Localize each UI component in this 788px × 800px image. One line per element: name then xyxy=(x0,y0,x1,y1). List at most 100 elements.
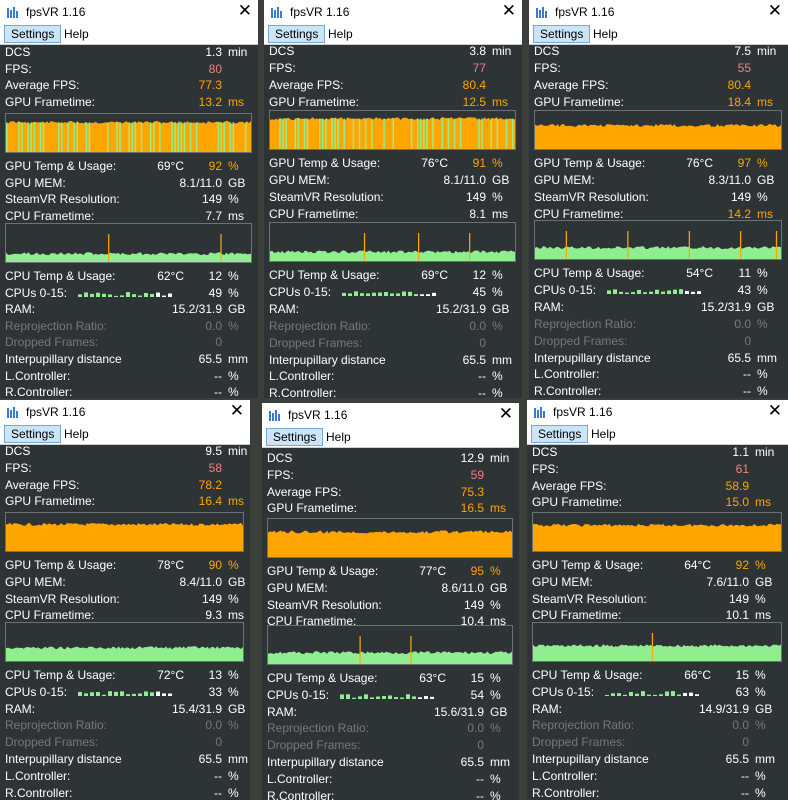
stat-value: -- xyxy=(214,768,222,783)
graph-green-bar xyxy=(174,122,176,152)
temp-value: 69°C xyxy=(421,268,448,282)
cpu-core-bar xyxy=(366,293,370,296)
stat-row-cpu-frametime: CPU Frametime: 9.3 ms xyxy=(0,607,250,624)
stat-value: 16.5 xyxy=(460,501,484,516)
cpu-core-bar xyxy=(114,295,118,297)
graph-green-bar xyxy=(423,118,425,149)
stat-label: Average FPS: xyxy=(267,484,342,499)
usage-value: 15 xyxy=(470,671,484,685)
stat-value: 7.5 xyxy=(734,44,751,58)
stat-value: 0 xyxy=(215,735,222,750)
stat-row-fps: FPS: 77 xyxy=(264,60,522,77)
stat-row-gpu-mem: GPU MEM: 8.1/11.0 GB xyxy=(0,175,258,192)
menu-settings[interactable]: Settings xyxy=(533,25,591,43)
usage-value: 11 xyxy=(738,266,751,280)
unit-label: % xyxy=(755,668,766,682)
stat-value: 59 xyxy=(470,467,484,482)
stat-label: CPUs 0-15: xyxy=(5,285,68,300)
menu-help[interactable]: Help xyxy=(328,27,353,41)
cpu-core-bar xyxy=(430,696,434,699)
graph-area xyxy=(533,644,781,661)
graph-svg xyxy=(533,523,781,551)
stat-value: 8.4/11.0 xyxy=(179,574,222,589)
stat-row-cpus: CPUs 0-15: 33% xyxy=(0,684,250,701)
menu-settings[interactable]: Settings xyxy=(266,428,324,446)
stat-label: CPU Temp & Usage: xyxy=(534,266,645,280)
graph-green-bar xyxy=(128,122,131,152)
menu-help[interactable]: Help xyxy=(326,430,351,444)
gpu-frametime-graph xyxy=(534,110,782,150)
stat-row-ipd: Interpupillary distance 65.5 mm xyxy=(529,350,788,367)
stat-row-gpu-frametime: GPU Frametime: 15.0 ms xyxy=(527,494,788,511)
graph-green-bar xyxy=(42,122,45,152)
window-title: fpsVR 1.16 xyxy=(288,408,348,422)
cpu-core-bar xyxy=(611,693,615,696)
stat-row-gpu-mem: GPU MEM: 7.6/11.0 GB xyxy=(527,574,788,591)
usage-value: 92 xyxy=(208,159,222,173)
cpu-core-bar xyxy=(132,293,136,297)
unit-label: ms xyxy=(492,206,508,221)
graph-svg xyxy=(535,124,781,149)
stat-value: 149 xyxy=(728,591,749,606)
stat-label: FPS: xyxy=(267,467,294,482)
graph-area xyxy=(268,651,512,664)
unit-label: min xyxy=(755,445,775,459)
graph-green-bar xyxy=(325,118,327,149)
close-icon[interactable]: ✕ xyxy=(498,404,513,423)
stat-label: Reprojection Ratio: xyxy=(532,718,635,733)
menu-bar: Settings Help xyxy=(262,427,519,448)
close-icon[interactable]: ✕ xyxy=(229,401,244,420)
stat-row-fps: FPS: 80 xyxy=(0,61,258,78)
cpu-core-bar xyxy=(420,294,424,296)
unit-label: % xyxy=(228,285,239,300)
cpu-core-bar xyxy=(631,291,635,294)
menu-bar: Settings Help xyxy=(527,424,788,445)
stat-row-cpu-temp: CPU Temp & Usage: 62°C 12% xyxy=(0,268,258,285)
stat-value: 65.5 xyxy=(460,755,484,769)
close-icon[interactable]: ✕ xyxy=(501,1,516,20)
stat-value: 65.5 xyxy=(727,350,751,365)
menu-help[interactable]: Help xyxy=(591,427,616,441)
close-icon[interactable]: ✕ xyxy=(767,1,782,20)
stat-row-gpu-frametime: GPU Frametime: 16.5 ms xyxy=(262,500,519,517)
cpu-core-bar xyxy=(144,691,148,696)
stat-row-dropped: Dropped Frames: 0 xyxy=(527,734,788,751)
stat-row-lctrl: L.Controller: --% xyxy=(529,366,788,383)
stat-label: GPU Frametime: xyxy=(269,94,360,109)
temp-value: 69°C xyxy=(157,159,184,173)
unit-label: % xyxy=(228,159,239,173)
close-icon[interactable]: ✕ xyxy=(767,401,782,420)
menu-bar: Settings Help xyxy=(529,24,788,45)
unit-label: mm xyxy=(755,752,775,766)
stat-value: 149 xyxy=(463,597,484,612)
stat-row-avg-fps: Average FPS: 80.4 xyxy=(264,77,522,94)
stat-label: DCS xyxy=(5,45,31,59)
menu-help[interactable]: Help xyxy=(593,27,618,41)
graph-green-bar xyxy=(171,122,173,152)
menu-settings[interactable]: Settings xyxy=(4,25,62,43)
stat-row-cpus: CPUs 0-15: 43% xyxy=(529,282,788,299)
stat-row-steamvr-res: SteamVR Resolution: 149% xyxy=(527,591,788,608)
graph-green-bar xyxy=(322,118,324,149)
stat-row-dropped: Dropped Frames: 0 xyxy=(0,334,258,351)
menu-settings[interactable]: Settings xyxy=(268,25,326,43)
stat-row-steamvr-res: SteamVR Resolution: 149% xyxy=(264,189,522,206)
graph-green-bar xyxy=(297,118,300,149)
menu-settings[interactable]: Settings xyxy=(4,425,62,443)
graph-green-bar xyxy=(61,122,63,152)
unit-label: % xyxy=(228,269,239,283)
close-icon[interactable]: ✕ xyxy=(237,1,252,20)
unit-label: % xyxy=(492,318,503,333)
menu-help[interactable]: Help xyxy=(64,27,89,41)
menu-help[interactable]: Help xyxy=(64,427,89,441)
stat-row-ipd: Interpupillary distance 65.5 mm xyxy=(0,351,258,368)
cpu-core-bar xyxy=(102,694,106,696)
menu-settings[interactable]: Settings xyxy=(531,425,589,443)
stat-label: RAM: xyxy=(532,701,562,716)
cpu-core-bar xyxy=(607,290,611,294)
graph-svg xyxy=(6,120,251,152)
unit-label: GB xyxy=(757,172,775,187)
graph-svg xyxy=(533,633,781,661)
graph-green-bar xyxy=(420,118,422,149)
stat-value: 0.0 xyxy=(205,318,222,333)
